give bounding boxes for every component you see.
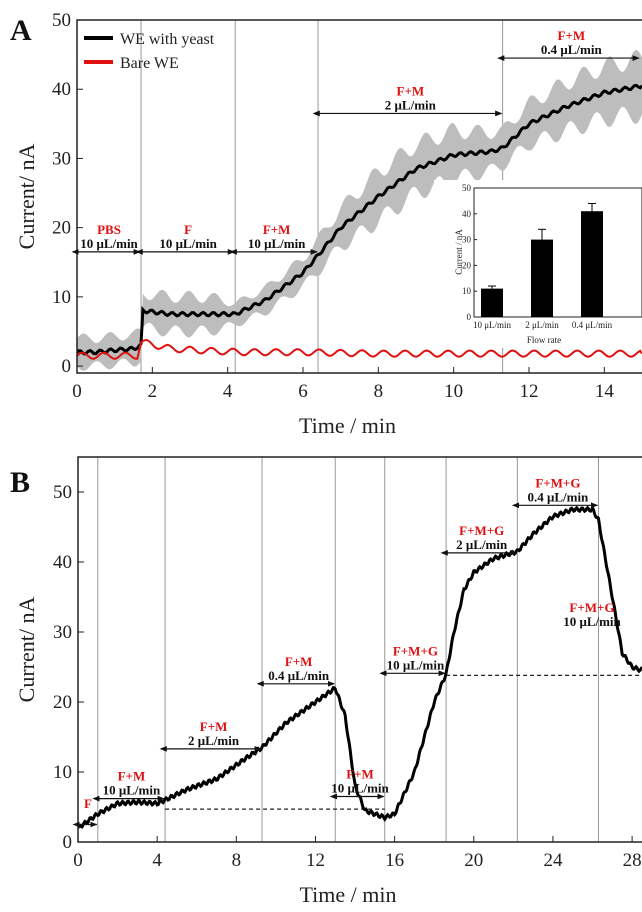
phase-label: F+M <box>118 769 146 784</box>
plot-area <box>77 20 642 373</box>
plot-frame <box>77 456 642 843</box>
flow-rate-label: 10 μL/min <box>103 783 161 798</box>
inset-y-axis-label: Current / nA <box>454 229 464 275</box>
y-tick-label: 20 <box>52 218 71 239</box>
phase-label: F <box>84 796 92 811</box>
panel-a-chart: 0 2 4 6 8 10 12 14 0 10 20 30 40 50 Time / min Current/… <box>10 10 642 438</box>
inset-bar <box>481 288 503 317</box>
flow-rate-label: 10 μL/min <box>248 236 306 251</box>
x-tick-label: 0 <box>73 850 83 871</box>
inset-y-tick-label: 50 <box>462 183 472 193</box>
flow-rate-label: 0.4 μL/min <box>527 489 589 504</box>
flow-rate-label: 10 μL/min <box>80 236 138 251</box>
y-tick-label: 30 <box>53 622 72 643</box>
flow-rate-label: 10 μL/min <box>331 781 389 796</box>
phase-label: F+M <box>200 719 228 734</box>
phase-label: F+M+G <box>535 475 580 490</box>
y-tick-label: 50 <box>52 10 71 31</box>
flow-rate-label: 0.4 μL/min <box>541 42 603 57</box>
inset-x-tick-label: 10 μL/min <box>473 320 512 330</box>
x-axis-label: Time / min <box>299 413 396 438</box>
panel-label: B <box>10 466 30 499</box>
y-tick-label: 50 <box>53 482 72 503</box>
inset-y-tick-label: 40 <box>462 209 472 219</box>
flow-rate-label: 10 μL/min <box>563 614 621 629</box>
x-tick-label: 0 <box>72 381 82 402</box>
flow-rate-label: 2 μL/min <box>385 97 437 112</box>
legend-label: Bare WE <box>120 55 179 72</box>
phase-label: F+M <box>397 83 425 98</box>
series-line-secondary <box>77 339 642 360</box>
y-tick-label: 0 <box>63 832 73 853</box>
inset-y-tick-label: 30 <box>462 235 472 245</box>
panel-label: A <box>10 14 32 47</box>
x-tick-label: 10 <box>444 381 463 402</box>
x-tick-label: 14 <box>595 381 615 402</box>
flow-rate-label: 2 μL/min <box>456 537 508 552</box>
x-tick-label: 4 <box>223 381 233 402</box>
x-tick-label: 16 <box>385 850 404 871</box>
x-tick-label: 2 <box>148 381 158 402</box>
x-tick-label: 8 <box>374 381 384 402</box>
x-tick-label: 28 <box>623 850 642 871</box>
flow-rate-label: 2 μL/min <box>188 733 240 748</box>
phase-label: F <box>184 222 192 237</box>
x-axis-label: Time / min <box>300 882 397 907</box>
phase-label: F+M <box>346 767 374 782</box>
y-tick-label: 20 <box>53 692 72 713</box>
y-axis-label: Current/ nA <box>14 597 39 703</box>
phase-label: F+M <box>263 222 291 237</box>
inset-bar <box>531 239 553 317</box>
flow-rate-label: 10 μL/min <box>387 657 445 672</box>
x-tick-label: 12 <box>306 850 325 871</box>
flow-rate-label: 10 μL/min <box>159 236 217 251</box>
inset-y-tick-label: 0 <box>467 312 472 322</box>
y-tick-label: 30 <box>52 148 71 169</box>
y-tick-label: 10 <box>53 762 72 783</box>
y-tick-label: 40 <box>52 79 71 100</box>
phase-label: F+M+G <box>393 643 438 658</box>
x-tick-label: 8 <box>232 850 242 871</box>
y-tick-label: 0 <box>62 356 72 377</box>
inset-y-tick-label: 20 <box>462 260 472 270</box>
panel-b-chart: 0 4 8 12 16 20 24 28 0 10 20 30 40 50 Time / min Curren… <box>10 456 642 907</box>
y-tick-label: 40 <box>53 552 72 573</box>
x-tick-label: 20 <box>464 850 483 871</box>
phase-label: F+M+G <box>569 600 614 615</box>
legend-label: WE with yeast <box>120 31 215 48</box>
x-tick-label: 12 <box>520 381 539 402</box>
series-line-primary <box>77 83 642 356</box>
inset-frame <box>473 187 642 318</box>
y-tick-label: 10 <box>52 287 71 308</box>
phase-label: PBS <box>97 222 121 237</box>
x-tick-label: 24 <box>543 850 563 871</box>
plot-frame <box>76 19 642 374</box>
inset-x-axis-label: Flow rate <box>527 335 561 345</box>
x-tick-label: 4 <box>152 850 162 871</box>
x-tick-label: 6 <box>298 381 308 402</box>
inset-x-tick-label: 2 μL/min <box>525 320 559 330</box>
inset-bar <box>581 211 603 317</box>
flow-rate-label: 0.4 μL/min <box>268 668 330 683</box>
phase-label: F+M+G <box>459 523 504 538</box>
y-axis-label: Current/ nA <box>14 144 39 250</box>
phase-label: F+M <box>285 654 313 669</box>
inset-x-tick-label: 0.4 μL/min <box>572 320 613 330</box>
inset-y-tick-label: 10 <box>462 286 472 296</box>
phase-label: F+M <box>558 28 586 43</box>
inset-bar-chart: 0 10 20 30 40 50 10 μL/min 2 μL/min 0.4 μL/min Fl… <box>434 180 642 348</box>
